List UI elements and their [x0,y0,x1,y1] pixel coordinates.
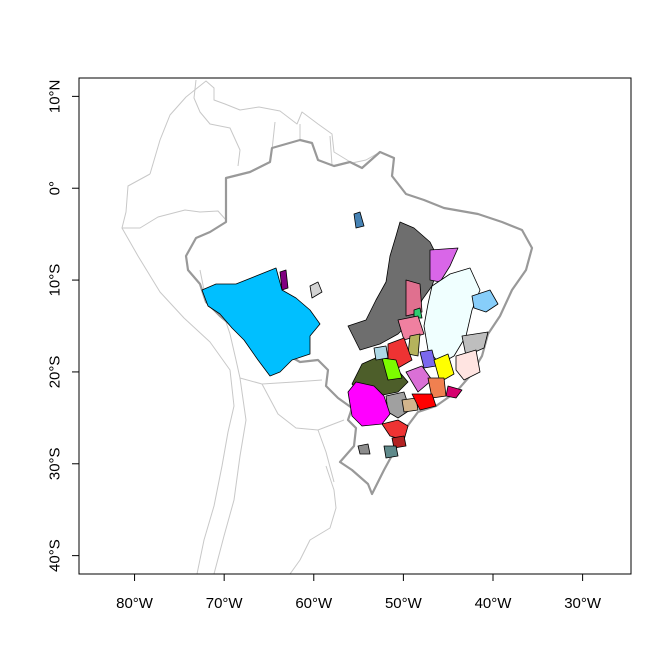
region-large-west [201,267,321,377]
region-red-parana [381,419,409,441]
y-tick-label: 0° [47,181,64,195]
region-red-south [411,393,437,411]
region-lime [381,357,403,381]
y-tick-label: 20°S [47,356,64,389]
region-small-gray [309,281,323,299]
region-deep-pink [445,385,463,399]
x-tick-label: 30°W [564,595,602,612]
x-tick-label: 40°W [475,595,513,612]
region-sky-blue [471,289,499,313]
northern-coast [149,80,381,175]
region-yellow [433,353,455,383]
guiana-borders [271,121,333,166]
y-axis: 10°N 0° 10°S 20°S 30°S 40°S [47,80,80,572]
chile-argentina-border [213,377,247,575]
bolivia-paraguay-border [261,383,345,483]
region-pink-east [455,349,481,381]
x-tick-label: 80°W [116,595,154,612]
region-violet [429,247,459,283]
x-tick-label: 60°W [295,595,333,612]
x-tick-label: 70°W [206,595,244,612]
region-light-cyan [423,267,481,365]
y-tick-label: 10°N [47,80,64,114]
region-cadet [383,445,399,459]
region-lightblue-small [373,345,389,361]
regions [201,211,499,459]
region-steelblue [353,211,365,229]
region-magenta [347,381,391,427]
region-small-purple [279,269,289,291]
region-tan [401,397,419,413]
y-tick-label: 10°S [47,264,64,297]
region-green-small [413,307,423,319]
region-gray-sw [357,443,371,455]
y-tick-label: 30°S [47,447,64,480]
region-gray-east [461,331,489,357]
argentina-coast [289,465,337,575]
colombia-border [121,173,227,229]
venezuela-colombia-border [193,79,241,167]
west-coast [121,227,235,575]
x-tick-label: 50°W [385,595,423,612]
x-axis: 80°W 70°W 60°W 50°W 40°W 30°W [116,573,602,612]
y-tick-label: 40°S [47,539,64,572]
region-darkred [391,435,407,449]
region-pink-mid [397,315,425,341]
region-olive [407,333,421,357]
region-hotpink [405,279,423,317]
